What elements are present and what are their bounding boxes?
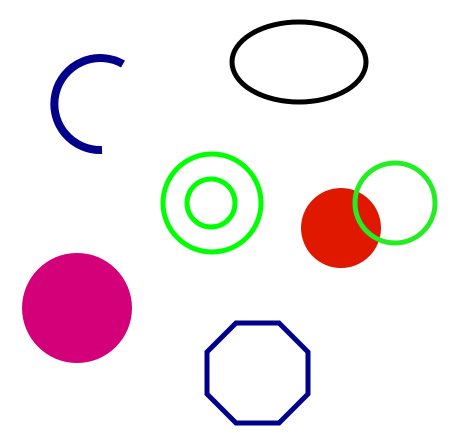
green-ring-outer-shape xyxy=(160,151,264,255)
magenta-disc-shape xyxy=(22,253,132,363)
red-disc-shape xyxy=(301,188,381,268)
black-ellipse-shape xyxy=(229,19,369,105)
blue-octagon-shape xyxy=(204,320,311,426)
blue-arc-shape xyxy=(50,54,125,155)
green-ring-inner-shape xyxy=(184,176,238,230)
green-ring-right-shape xyxy=(352,160,438,246)
